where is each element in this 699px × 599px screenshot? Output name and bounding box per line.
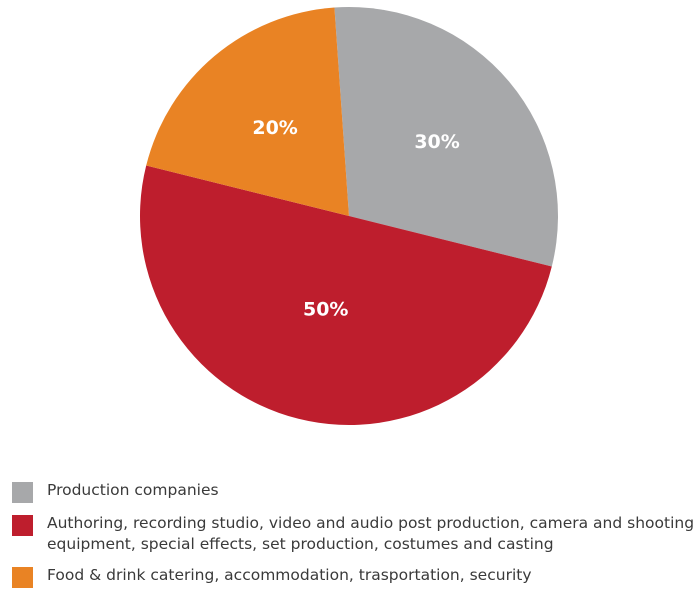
legend: Production companies Authoring, recordin…	[12, 480, 696, 598]
legend-swatch	[12, 567, 33, 588]
pie-slice-authoring-services	[140, 165, 552, 425]
pie-slice-food-catering	[146, 7, 349, 217]
pie-slice-label-authoring-services: 50%	[303, 298, 348, 320]
legend-swatch	[12, 515, 33, 536]
legend-swatch	[12, 482, 33, 503]
pie-slice-production-companies	[334, 6, 558, 267]
legend-item-authoring-services: Authoring, recording studio, video and a…	[12, 513, 696, 555]
legend-label: Production companies	[47, 481, 219, 499]
pie-slice-label-food-catering: 20%	[252, 117, 297, 139]
legend-label: Food & drink catering, accommodation, tr…	[47, 566, 532, 584]
legend-item-food-catering: Food & drink catering, accommodation, tr…	[12, 565, 696, 588]
pie-slice-labels: 30% 50% 20%	[252, 117, 459, 320]
pie-slices	[140, 6, 558, 425]
legend-item-production-companies: Production companies	[12, 480, 696, 503]
pie-slice-label-production-companies: 30%	[414, 131, 459, 153]
legend-label: Authoring, recording studio, video and a…	[47, 514, 695, 553]
pie-chart: 30% 50% 20%	[140, 6, 558, 425]
